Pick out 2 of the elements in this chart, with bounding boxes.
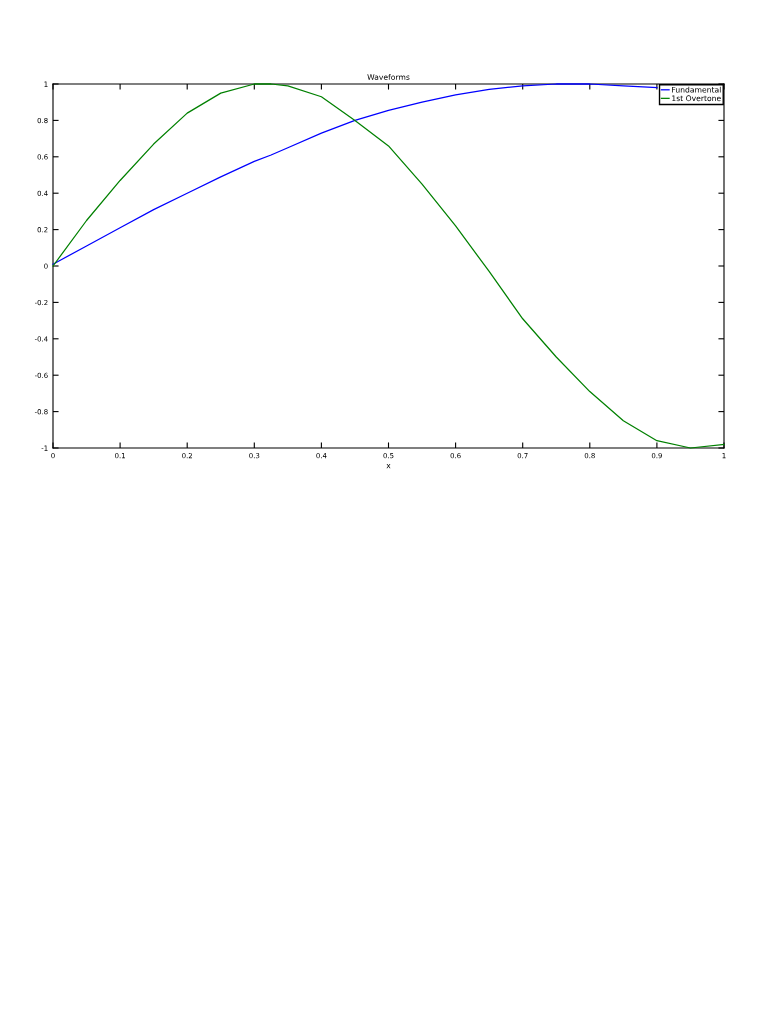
line-series (52, 83, 725, 449)
line-series (52, 83, 658, 265)
